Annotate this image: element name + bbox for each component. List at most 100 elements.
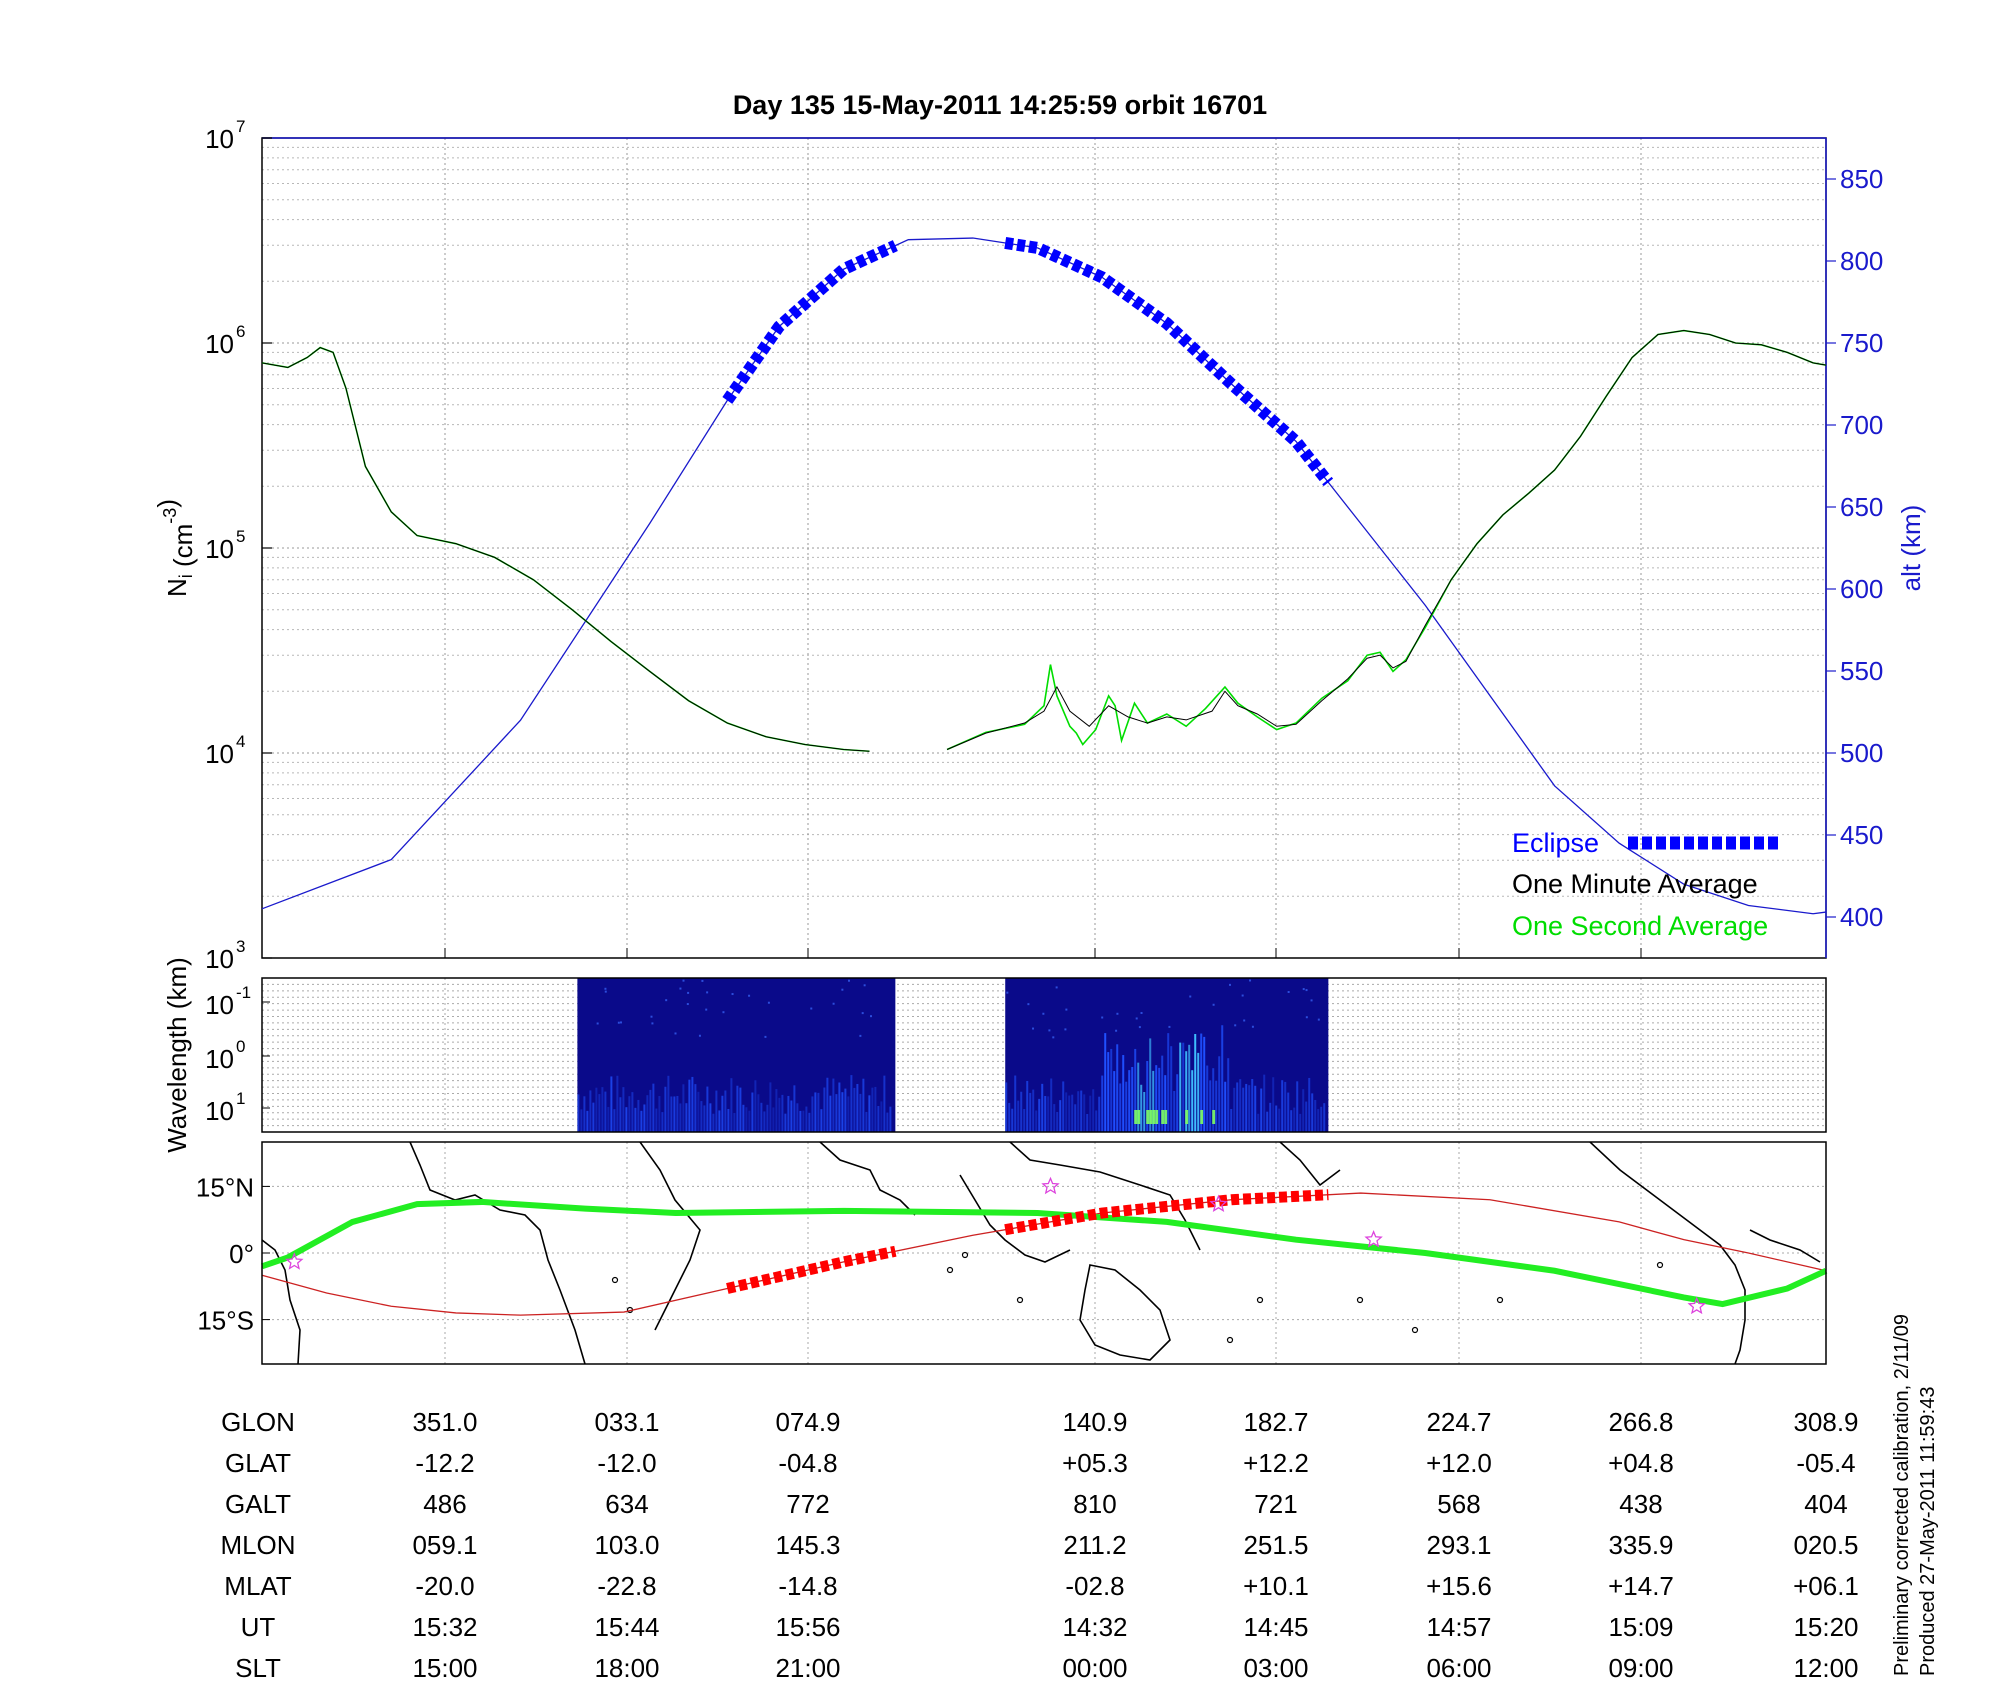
table-cell: 335.9 <box>1608 1530 1673 1560</box>
spectrogram-column <box>595 1087 598 1132</box>
spectrogram-column <box>1146 1060 1149 1132</box>
spectrogram-speckle <box>1064 1028 1067 1031</box>
spectrogram-column <box>1137 1062 1140 1132</box>
spectrogram-hotspot <box>1164 1110 1168 1124</box>
table-cell: 140.9 <box>1062 1407 1127 1437</box>
table-row-label: UT <box>241 1612 276 1642</box>
spectrogram-column <box>1221 1025 1224 1132</box>
spectrogram-column <box>1203 1036 1206 1132</box>
y-tick-label: 10 <box>205 124 234 154</box>
spectrogram-column <box>814 1092 817 1132</box>
spectrogram-speckle <box>859 1034 862 1037</box>
star-marker <box>1209 1194 1228 1212</box>
spectrogram-column <box>769 1082 772 1132</box>
spectrogram-column <box>1260 1088 1263 1132</box>
spectrogram-column <box>640 1110 643 1132</box>
spectrogram-speckle <box>1228 983 1231 986</box>
spectrogram-column <box>1074 1104 1077 1132</box>
spectrogram-column <box>790 1100 793 1132</box>
spectrogram-column <box>1308 1077 1311 1132</box>
spectrogram-column <box>1266 1111 1269 1132</box>
table-cell: +12.0 <box>1426 1448 1492 1478</box>
table-cell: 308.9 <box>1793 1407 1858 1437</box>
table-row-label: SLT <box>235 1653 281 1683</box>
spectrogram-column <box>1014 1075 1017 1132</box>
spectrogram-speckle <box>832 1002 835 1005</box>
spectrogram-speckle <box>1243 1019 1246 1022</box>
y2-tick-label: 450 <box>1840 820 1883 850</box>
y-tick-label: 10 <box>205 534 234 564</box>
table-cell: +12.2 <box>1243 1448 1309 1478</box>
spectrogram-column <box>1158 1067 1161 1132</box>
spectrogram-column <box>1248 1085 1251 1132</box>
table-cell: 211.2 <box>1063 1530 1126 1560</box>
spectrogram-column <box>865 1111 868 1132</box>
spectrogram-column <box>1185 1051 1188 1132</box>
ylabel-density: Ni (cm-3) <box>152 499 198 597</box>
spectrogram-speckle <box>1048 1029 1051 1032</box>
spectrogram-column <box>667 1075 670 1132</box>
spectrogram-speckle <box>1052 1036 1055 1039</box>
table-cell: 06:00 <box>1426 1653 1491 1683</box>
spectrogram-column <box>742 1104 745 1132</box>
legend-one-minute-label: One Minute Average <box>1512 869 1758 899</box>
spectrogram-column <box>610 1076 613 1132</box>
spectrogram-column <box>643 1104 646 1132</box>
spectrogram-column <box>1089 1095 1092 1132</box>
spectrogram-column <box>835 1094 838 1132</box>
spectrogram-speckle <box>665 999 668 1002</box>
ylabel-part: (cm <box>168 524 198 575</box>
spectrogram-column <box>1110 1048 1113 1132</box>
note-calibration: Preliminary corrected calibration, 2/11/… <box>1891 1314 1913 1676</box>
spectrogram-column <box>823 1087 826 1132</box>
coastline <box>819 1141 916 1216</box>
spectrogram-column <box>1071 1094 1074 1132</box>
spectrogram-column <box>802 1110 805 1132</box>
spectrogram-column <box>1134 1048 1137 1132</box>
spectrogram-column <box>1101 1075 1104 1132</box>
spectrogram-column <box>1179 1042 1182 1132</box>
spectrogram-column <box>838 1082 841 1132</box>
spectrogram-column <box>733 1113 736 1132</box>
spectrogram-speckle <box>604 987 607 990</box>
y-tick-exponent: 3 <box>236 937 245 956</box>
table-cell: +14.7 <box>1608 1571 1674 1601</box>
y2-tick-label: 400 <box>1840 902 1883 932</box>
coastline <box>1009 1141 1201 1251</box>
table-cell: 103.0 <box>594 1530 659 1560</box>
spectrogram-column <box>604 1091 607 1132</box>
spectrogram-speckle <box>764 1035 767 1038</box>
spectrogram-speckle <box>687 991 690 994</box>
table-cell: -22.8 <box>597 1571 656 1601</box>
table-cell: -02.8 <box>1065 1571 1124 1601</box>
eclipse-segment <box>1004 237 1334 487</box>
y2-tick-label: 550 <box>1840 656 1883 686</box>
table-cell: 15:20 <box>1793 1612 1858 1642</box>
table-cell: 251.5 <box>1243 1530 1308 1560</box>
spectrogram-speckle <box>848 979 851 982</box>
spectrogram-column <box>1128 1070 1131 1132</box>
spectrogram-column <box>601 1087 604 1132</box>
spectrogram-column <box>718 1110 721 1132</box>
altitude-line <box>261 237 1827 915</box>
spectrogram-speckle <box>1101 1016 1104 1019</box>
spectrogram-speckle <box>1065 1008 1068 1011</box>
spectrogram-speckle <box>1317 1018 1320 1021</box>
spectrogram-column <box>1290 1110 1293 1132</box>
spectrogram-column <box>1116 1044 1119 1132</box>
y-tick-label: 10 <box>205 739 234 769</box>
spectrogram-column <box>649 1089 652 1132</box>
spectrogram-column <box>1224 1081 1227 1132</box>
table-cell: +10.1 <box>1243 1571 1309 1601</box>
spectrogram-speckle <box>1305 1016 1308 1019</box>
spectrogram-column <box>1218 1056 1221 1132</box>
table-cell: 351.0 <box>412 1407 477 1437</box>
one-minute-density-line <box>946 330 1827 750</box>
spectrogram-column <box>1050 1078 1053 1132</box>
spectrogram-column <box>1155 1065 1158 1132</box>
spectrogram-hotspot <box>1161 1110 1165 1124</box>
table-cell: 03:00 <box>1243 1653 1308 1683</box>
spectrogram-column <box>787 1095 790 1132</box>
island-outline <box>1226 1336 1234 1344</box>
spectrogram-speckle <box>674 1032 677 1035</box>
